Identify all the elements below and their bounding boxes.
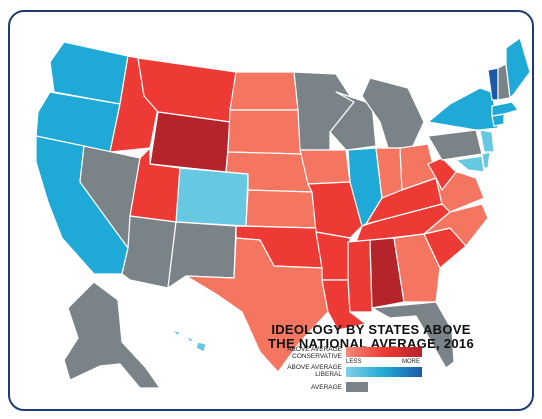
state-pennsylvania <box>427 129 483 161</box>
state-alaska <box>63 281 161 389</box>
legend-average-swatch <box>346 382 368 392</box>
state-south-dakota <box>227 109 303 155</box>
state-west-virginia <box>427 157 457 191</box>
state-new-jersey <box>479 129 495 153</box>
legend-more-label: MORE <box>402 359 420 365</box>
state-colorado <box>175 167 249 227</box>
state-hawaii <box>171 329 207 353</box>
state-maryland <box>455 155 485 173</box>
state-delaware <box>481 151 491 169</box>
map-title-line-1: IDEOLOGY BY STATES ABOVE <box>271 322 471 337</box>
state-mississippi <box>347 239 373 313</box>
legend-less-label: LESS <box>346 359 362 365</box>
state-georgia <box>393 233 441 303</box>
legend-conservative-label: ABOVE AVERAGE CONSERVATIVE <box>287 346 342 360</box>
map-frame: IDEOLOGY BY STATES ABOVE THE NATIONAL AV… <box>8 10 534 411</box>
state-north-dakota <box>229 71 299 111</box>
state-kansas <box>245 189 317 229</box>
state-new-york <box>427 87 499 131</box>
legend-liberal-label: ABOVE AVERAGE LIBERAL <box>287 364 342 378</box>
state-maine <box>505 37 531 99</box>
legend-conservative-ramp <box>346 347 422 357</box>
state-massachusetts <box>491 101 519 117</box>
legend-average-label: AVERAGE <box>311 384 342 391</box>
state-florida <box>371 301 455 369</box>
state-minnesota <box>293 71 355 151</box>
state-arizona <box>121 215 177 289</box>
map-title-line-2: THE NATIONAL AVERAGE, 2016 <box>268 336 474 351</box>
state-texas <box>185 237 329 373</box>
state-wyoming <box>149 111 231 173</box>
us-map <box>35 37 531 389</box>
state-iowa <box>299 149 351 185</box>
legend-liberal-ramp <box>346 367 422 377</box>
